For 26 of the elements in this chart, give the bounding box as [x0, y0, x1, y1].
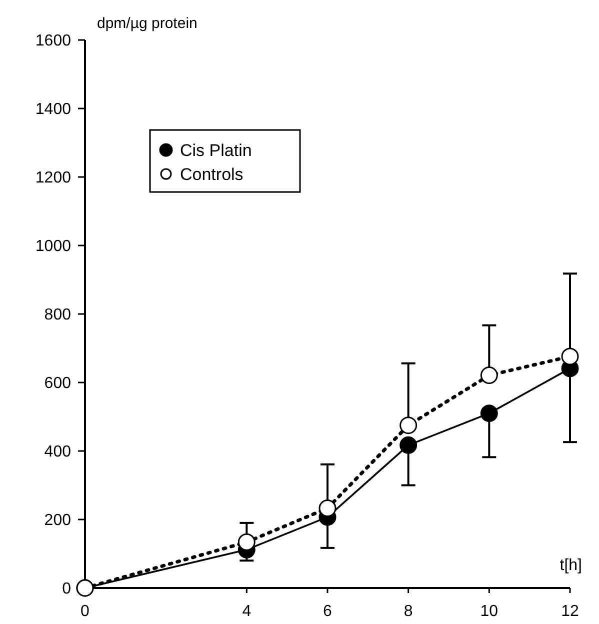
y-tick-label: 400	[44, 444, 72, 461]
x-axis-title: t[h]	[560, 557, 582, 574]
x-tick-label: 4	[242, 603, 252, 620]
legend-label: Cis Platin	[180, 140, 252, 160]
legend-label: Controls	[180, 164, 244, 184]
point	[400, 416, 418, 434]
point	[480, 366, 498, 384]
y-tick-label: 800	[44, 306, 72, 324]
x-tick-label: 12	[561, 603, 579, 620]
point	[318, 499, 336, 517]
x-tick-label: 0	[80, 603, 90, 620]
point	[561, 348, 579, 366]
y-tick-label: 1600	[35, 32, 72, 50]
y-tick-label: 600	[44, 375, 72, 392]
y-tick-label: 1000	[35, 238, 72, 256]
x-tick-label: 6	[323, 603, 332, 620]
point	[238, 533, 256, 551]
y-tick-label: 200	[44, 512, 72, 530]
y-tick-label: 0	[62, 580, 72, 598]
point	[400, 436, 418, 454]
x-tick-label: 10	[480, 603, 498, 620]
point	[480, 404, 498, 422]
x-tick-label: 8	[404, 603, 413, 620]
y-tick-label: 1400	[35, 101, 72, 118]
y-axis-title: dpm/µg protein	[97, 15, 198, 32]
y-tick-label: 1200	[35, 170, 72, 187]
